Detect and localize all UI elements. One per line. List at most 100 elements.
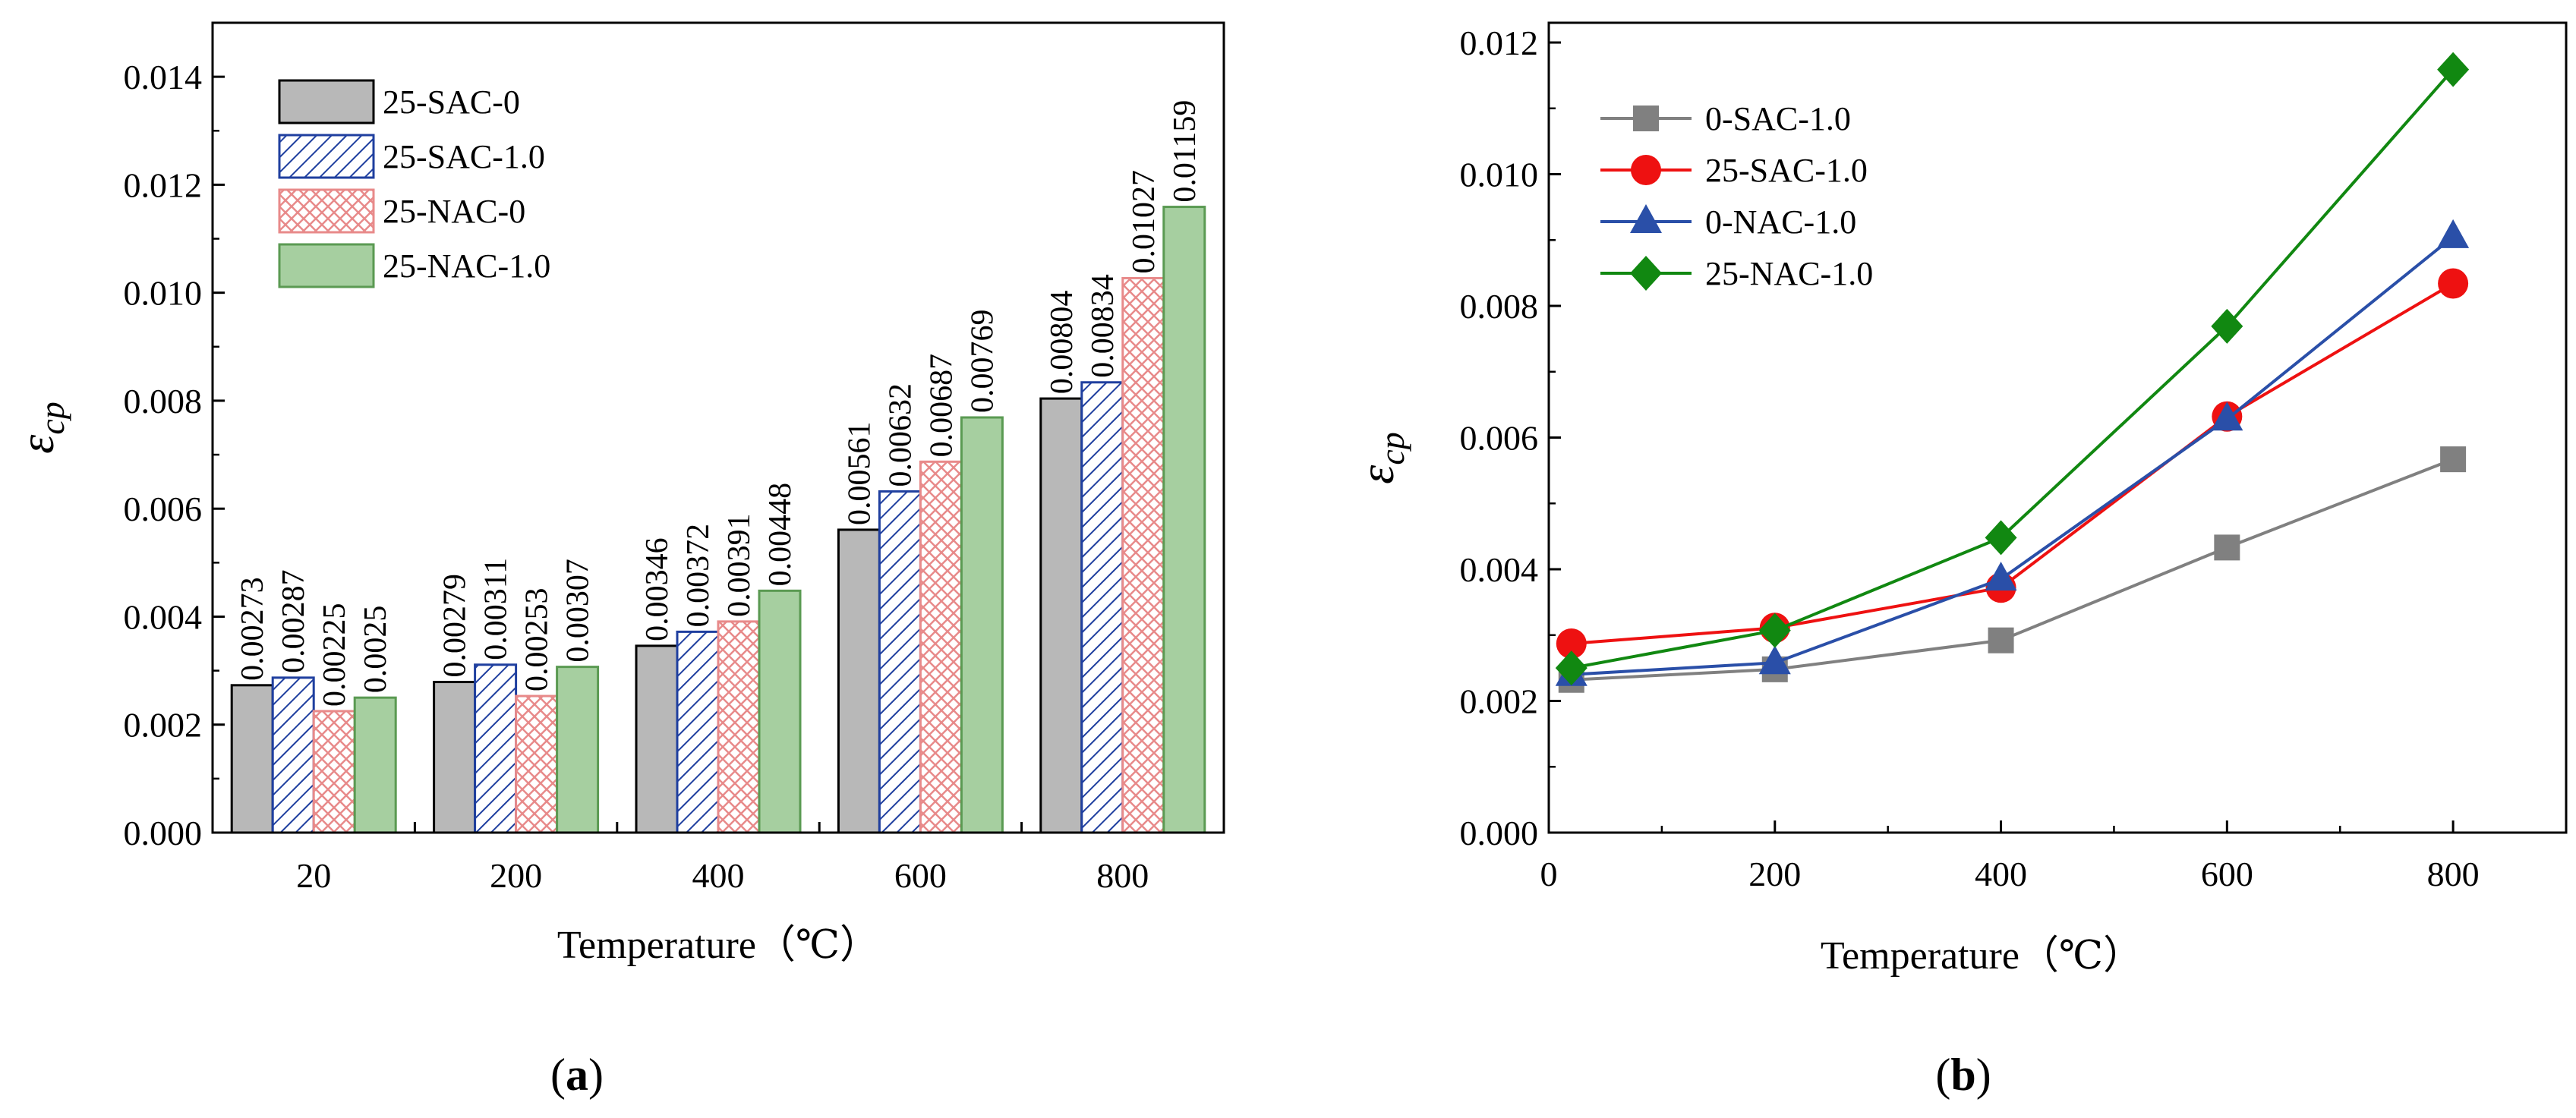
y-tick-label: 0.010 xyxy=(1460,156,1539,194)
bar xyxy=(556,666,600,834)
line-panel-label: (b) xyxy=(1935,1050,1991,1100)
bar xyxy=(635,644,679,834)
point-marker xyxy=(2437,219,2470,248)
x-tick-label: 600 xyxy=(2201,855,2253,893)
panel-label-part: ( xyxy=(550,1050,566,1100)
bar-data-label: 0.00279 xyxy=(438,574,473,678)
panel-label-part: b xyxy=(1950,1050,1975,1100)
bar-data-label: 0.00769 xyxy=(965,309,1000,413)
bar xyxy=(230,684,274,834)
bar xyxy=(515,694,559,834)
y-tick-label: 0.012 xyxy=(124,165,203,204)
bar-y-axis-title: εcp xyxy=(10,402,71,454)
legend-swatch xyxy=(278,79,375,124)
bar xyxy=(1162,206,1206,834)
line-chart-panel: 0.000 0.002 0.004 0.006 0.008 0.010 0.012 0 200 4… xyxy=(1350,21,2568,1100)
point-marker xyxy=(1985,520,2017,556)
bar-data-label: 0.00391 xyxy=(722,513,757,617)
point-marker xyxy=(1630,256,1662,291)
bar xyxy=(474,663,518,834)
line-chart-axes: 0.000 0.002 0.004 0.006 0.008 0.010 0.012 0 200 4… xyxy=(1460,21,2568,893)
line-x-axis-title: Temperature（℃） xyxy=(1821,934,2142,978)
x-tick-label: 600 xyxy=(894,856,947,895)
y-tick-label: 0.010 xyxy=(124,274,203,313)
bar-chart-legend: 25-SAC-0 25-SAC-1.0 25-NAC-0 25-NAC-1.0 xyxy=(278,79,550,288)
point-marker xyxy=(2437,52,2470,87)
x-tick-label: 800 xyxy=(1096,856,1149,895)
x-tick-label: 20 xyxy=(296,856,331,895)
bar-data-label: 0.0025 xyxy=(358,606,393,694)
x-tick-label: 200 xyxy=(490,856,542,895)
legend-label: 25-NAC-1.0 xyxy=(383,247,550,285)
y-tick-label: 0.006 xyxy=(1460,419,1539,458)
legend-swatch xyxy=(278,243,375,288)
plot-frame xyxy=(211,21,1225,834)
bar xyxy=(676,630,720,834)
x-tick-label: 400 xyxy=(1975,855,2027,893)
panel-label-part: ( xyxy=(1935,1050,1950,1100)
bar-data-label: 0.00273 xyxy=(235,577,270,681)
panel-label-part: ) xyxy=(1976,1050,1991,1100)
point-marker xyxy=(1633,106,1659,131)
x-tick-label: 0 xyxy=(1540,855,1558,893)
bar-data-label: 0.00346 xyxy=(640,537,675,641)
ylabel-subscript: cp xyxy=(33,402,71,434)
bar-panel-label: (a) xyxy=(550,1050,604,1100)
bar xyxy=(960,416,1004,834)
y-tick-label: 0.006 xyxy=(124,490,203,528)
ylabel-main: ε xyxy=(1350,465,1404,484)
bar-data-label: 0.00448 xyxy=(763,483,798,587)
bar-chart-axes: 20 200 400 600 8000.0000.0020.0040.0060.0080… xyxy=(124,21,1225,895)
y-tick-label: 0.004 xyxy=(124,597,203,636)
line-chart-legend: 0-SAC-1.0 25-SAC-1.0 0-NAC-1.0 25-NAC-1.0 xyxy=(1600,100,1873,292)
plot-frame xyxy=(1547,21,2568,834)
bar-data-label: 0.00307 xyxy=(561,559,596,663)
bar-data-label: 0.00311 xyxy=(479,558,514,660)
bar xyxy=(271,676,315,834)
legend-label: 25-NAC-0 xyxy=(383,193,525,230)
legend-label: 0-NAC-1.0 xyxy=(1705,203,1856,241)
bar xyxy=(1039,397,1083,834)
bar-chart-panel: 0.00273 0.00287 0.00225 0.0025 0.00279 0.0031… xyxy=(10,21,1225,1100)
line-series-group xyxy=(1555,52,2470,693)
point-marker xyxy=(1556,628,1587,660)
bar xyxy=(717,620,761,834)
bar-data-label: 0.01159 xyxy=(1168,100,1203,203)
series-line xyxy=(1571,235,2455,676)
point-marker xyxy=(2211,402,2243,431)
y-tick-label: 0.012 xyxy=(1460,24,1539,62)
point-marker xyxy=(1555,650,1588,686)
line-series xyxy=(1555,219,2470,686)
bar xyxy=(919,460,963,834)
y-tick-label: 0.014 xyxy=(124,58,203,96)
x-tick-label: 400 xyxy=(692,856,745,895)
bar xyxy=(758,589,802,834)
panel-label-part: ) xyxy=(588,1050,604,1100)
bar-data-label: 0.00253 xyxy=(520,588,555,692)
bar xyxy=(1121,276,1165,834)
bar-x-axis-title: Temperature（℃） xyxy=(557,924,879,967)
bar-data-label: 0.01027 xyxy=(1127,170,1162,274)
point-marker xyxy=(2211,308,2243,344)
line-y-axis-title: εcp xyxy=(1350,432,1411,484)
legend-swatch xyxy=(278,188,375,234)
bar xyxy=(353,696,397,834)
bar-data-label: 0.00804 xyxy=(1045,291,1080,395)
y-tick-label: 0.008 xyxy=(124,382,203,420)
y-tick-label: 0.008 xyxy=(1460,287,1539,326)
point-marker xyxy=(1758,645,1791,675)
y-tick-label: 0.004 xyxy=(1460,550,1539,589)
point-marker xyxy=(2214,534,2240,561)
line-series xyxy=(1556,268,2469,660)
point-marker xyxy=(2438,268,2469,299)
bar xyxy=(878,490,922,834)
bar-data-label: 0.00225 xyxy=(317,603,352,707)
legend-label: 25-SAC-1.0 xyxy=(383,138,545,175)
bar-data-label: 0.00687 xyxy=(924,354,959,458)
y-tick-label: 0.000 xyxy=(1460,814,1539,852)
bar xyxy=(312,710,356,834)
legend-label: 25-SAC-0 xyxy=(383,83,520,121)
legend-label: 25-NAC-1.0 xyxy=(1705,255,1873,292)
x-tick-label: 200 xyxy=(1748,855,1801,893)
